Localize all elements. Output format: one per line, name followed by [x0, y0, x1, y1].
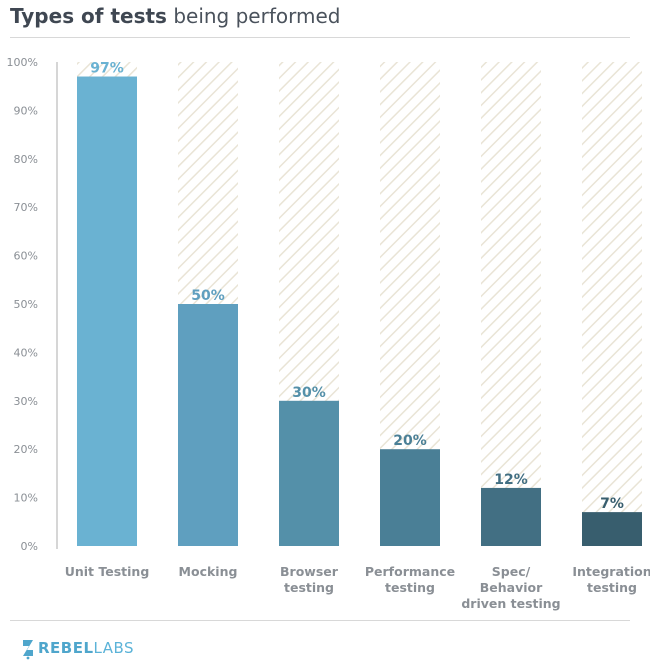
bar	[77, 76, 137, 547]
x-category-label: Mocking	[179, 564, 238, 579]
y-tick-label: 60%	[14, 250, 38, 263]
bar-value-label: 97%	[90, 61, 124, 77]
bar-value-label: 12%	[494, 472, 528, 488]
bar-value-label: 30%	[292, 385, 326, 401]
bar	[481, 487, 541, 546]
x-category-label: testing	[587, 580, 637, 595]
chart-title: Types of tests being performed	[10, 4, 340, 28]
logo-text-light: LABS	[93, 639, 135, 657]
x-category-label: testing	[385, 580, 435, 595]
y-tick-label: 20%	[14, 443, 38, 456]
y-tick-label: 30%	[14, 395, 38, 408]
rebellabs-logo-text: REBELLABS	[38, 639, 134, 657]
bar-background	[481, 62, 541, 546]
y-tick-label: 0%	[21, 540, 38, 553]
bar-value-label: 50%	[191, 288, 225, 304]
x-category-label: Integration	[572, 564, 650, 579]
x-category-label: driven testing	[461, 596, 560, 611]
x-category-label: Performance	[365, 564, 455, 579]
bar-value-label: 20%	[393, 433, 427, 449]
chart-title-light: being performed	[173, 4, 341, 28]
rebellabs-logo-icon	[23, 640, 33, 660]
x-category-label: Unit Testing	[65, 564, 150, 579]
bar	[279, 400, 339, 546]
y-tick-label: 50%	[14, 298, 38, 311]
bar	[380, 449, 440, 546]
x-category-label: Spec/	[492, 564, 531, 579]
y-tick-label: 10%	[14, 492, 38, 505]
title-divider	[10, 37, 630, 38]
y-tick-label: 90%	[14, 104, 38, 117]
bar-value-label: 7%	[600, 496, 624, 512]
footer-divider	[10, 620, 630, 621]
y-tick-label: 70%	[14, 201, 38, 214]
x-category-label: Browser	[280, 564, 339, 579]
y-tick-label: 100%	[7, 56, 38, 69]
bar	[582, 512, 642, 546]
rebellabs-logo: REBELLABS	[20, 636, 134, 660]
bar	[178, 304, 238, 546]
y-tick-label: 40%	[14, 346, 38, 359]
logo-text-bold: REBEL	[38, 639, 94, 657]
bar-chart: 0% 10% 20% 30% 40% 50% 60% 70% 80% 90% 100% 97% 50%…	[7, 56, 650, 611]
x-category-label: testing	[284, 580, 334, 595]
x-category-label: Behavior	[480, 580, 543, 595]
chart-title-bold: Types of tests	[10, 4, 167, 28]
bar-background	[582, 62, 642, 546]
y-tick-label: 80%	[14, 153, 38, 166]
